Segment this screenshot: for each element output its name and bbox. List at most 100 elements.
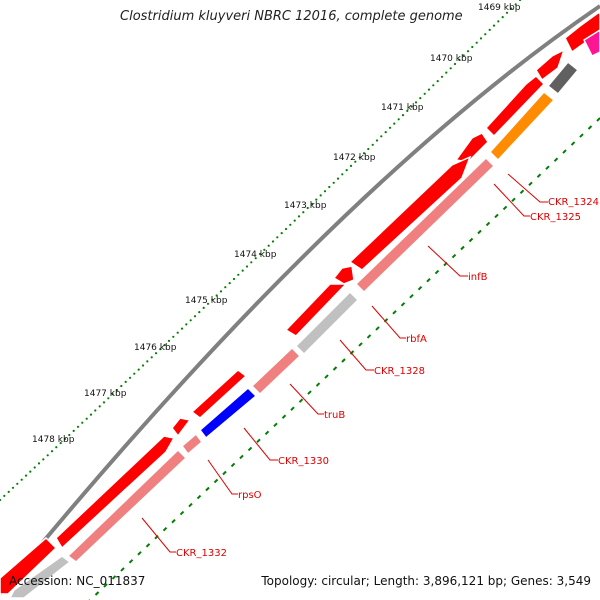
tick-dot xyxy=(102,401,106,404)
tick-label-1476: 1476 kbp xyxy=(134,343,177,353)
tick-dot xyxy=(176,331,179,334)
tick-dot xyxy=(354,160,357,163)
forward-strand-track[interactable] xyxy=(0,12,600,595)
tick-dot xyxy=(224,286,227,289)
gene-block-grey-2[interactable] xyxy=(8,555,72,599)
gene-block-truB[interactable] xyxy=(250,346,302,396)
tick-dash xyxy=(247,446,253,452)
tick-dot xyxy=(510,7,513,10)
tick-dot xyxy=(267,244,270,247)
tick-dash xyxy=(205,486,210,492)
tick-dot xyxy=(323,190,327,193)
gene-label-CKR-1330[interactable]: CKR_1330 xyxy=(278,456,329,467)
gene-label-truB[interactable]: truB xyxy=(324,410,345,421)
gene-arrow-fwd-5[interactable] xyxy=(348,155,472,271)
tick-dot xyxy=(380,135,383,138)
tick-dot xyxy=(254,257,257,260)
gene-arrow-fwd-9[interactable] xyxy=(171,417,192,438)
tick-ring-dots xyxy=(0,0,522,502)
tick-dash xyxy=(324,374,329,379)
gene-label-infB[interactable]: infB xyxy=(468,272,488,283)
tick-labels: 1469 kbp 1470 kbp 1471 kbp 1472 kbp 1473… xyxy=(32,3,521,445)
tick-dot xyxy=(419,97,422,100)
gene-arrow-fwd-8[interactable] xyxy=(190,369,248,419)
tick-dot xyxy=(59,442,62,445)
tick-dot xyxy=(20,478,23,481)
tick-dot xyxy=(146,360,149,363)
gene-label-rbfA[interactable]: rbfA xyxy=(406,334,427,345)
leader-infB xyxy=(427,245,468,277)
tick-dash xyxy=(230,462,236,468)
gene-label-CKR-1324[interactable]: CKR_1324 xyxy=(548,197,599,208)
tick-dot xyxy=(154,352,158,355)
tick-dot xyxy=(163,343,166,347)
tick-dot xyxy=(55,446,58,449)
tick-label-1474: 1474 kbp xyxy=(234,250,277,260)
gene-arrow-fwd-4[interactable] xyxy=(454,132,489,163)
gene-arrow-fwd-6[interactable] xyxy=(332,265,355,285)
tick-dot xyxy=(289,223,292,226)
tick-dash xyxy=(545,165,550,170)
gene-block-grey[interactable] xyxy=(294,290,360,356)
tick-dash xyxy=(341,358,346,363)
tick-dash xyxy=(128,559,134,564)
tick-dash xyxy=(477,229,482,235)
tick-dot xyxy=(414,101,418,104)
gene-arrow-fwd-7[interactable] xyxy=(284,283,348,337)
tick-dot xyxy=(397,118,400,121)
inner-tick-dashes xyxy=(88,117,600,600)
gene-label-CKR-1328[interactable]: CKR_1328 xyxy=(374,366,425,377)
gene-block-blue[interactable] xyxy=(198,386,258,440)
tick-dot xyxy=(37,462,41,465)
gene-labels: CKR_1324 CKR_1325 infB rbfA CKR_1328 tru… xyxy=(176,197,599,559)
gene-arrow-fwd-2[interactable] xyxy=(535,48,566,82)
tick-dot xyxy=(436,80,439,83)
tick-dash xyxy=(307,390,312,395)
tick-dot xyxy=(198,311,201,314)
tick-label-1477: 1477 kbp xyxy=(84,389,127,399)
gene-arrow-fwd-10[interactable] xyxy=(55,435,176,550)
tick-dot xyxy=(445,71,448,74)
tick-dash xyxy=(519,189,525,195)
tick-label-1473: 1473 kbp xyxy=(284,201,327,211)
tick-dash xyxy=(290,406,295,411)
tick-dot xyxy=(462,54,465,57)
leader-CKR-1330 xyxy=(243,427,278,461)
tick-label-1472: 1472 kbp xyxy=(333,153,376,163)
tick-dash xyxy=(451,253,457,259)
tick-dot xyxy=(367,147,370,151)
tick-dot xyxy=(375,139,379,142)
gene-block-infB[interactable] xyxy=(354,156,496,294)
gene-block-pink[interactable] xyxy=(583,29,600,58)
tick-dot xyxy=(393,122,396,125)
gene-arrow-fwd-11[interactable] xyxy=(0,536,58,595)
gene-arrow-fwd-1[interactable] xyxy=(564,12,600,54)
gene-label-CKR-1332[interactable]: CKR_1332 xyxy=(176,548,227,559)
tick-dot xyxy=(332,181,335,184)
tick-dot xyxy=(189,319,192,322)
gene-block-orange[interactable] xyxy=(488,90,556,162)
tick-dot xyxy=(167,339,171,342)
tick-dot xyxy=(76,425,80,428)
tick-dot xyxy=(24,474,28,477)
tick-dot xyxy=(284,227,288,231)
gene-arrow-fwd-3[interactable] xyxy=(484,74,546,138)
tick-dash xyxy=(528,181,533,187)
tick-dot xyxy=(3,494,6,497)
tick-dot xyxy=(276,236,279,239)
tick-dot xyxy=(336,177,340,180)
reverse-strand-track[interactable] xyxy=(8,29,600,599)
gene-label-rpsO[interactable]: rpsO xyxy=(238,490,262,501)
tick-dash xyxy=(579,133,584,138)
gene-block-dark[interactable] xyxy=(546,60,580,96)
gene-block-rpsO[interactable] xyxy=(180,432,204,456)
tick-dot xyxy=(29,470,32,473)
tick-dot xyxy=(319,194,322,197)
gene-block-CKR-1332[interactable] xyxy=(66,448,188,563)
tick-dot xyxy=(484,33,487,36)
tick-dot xyxy=(50,450,54,453)
tick-dot xyxy=(150,356,153,359)
tick-dot xyxy=(280,232,283,235)
gene-label-CKR-1325[interactable]: CKR_1325 xyxy=(530,212,581,223)
